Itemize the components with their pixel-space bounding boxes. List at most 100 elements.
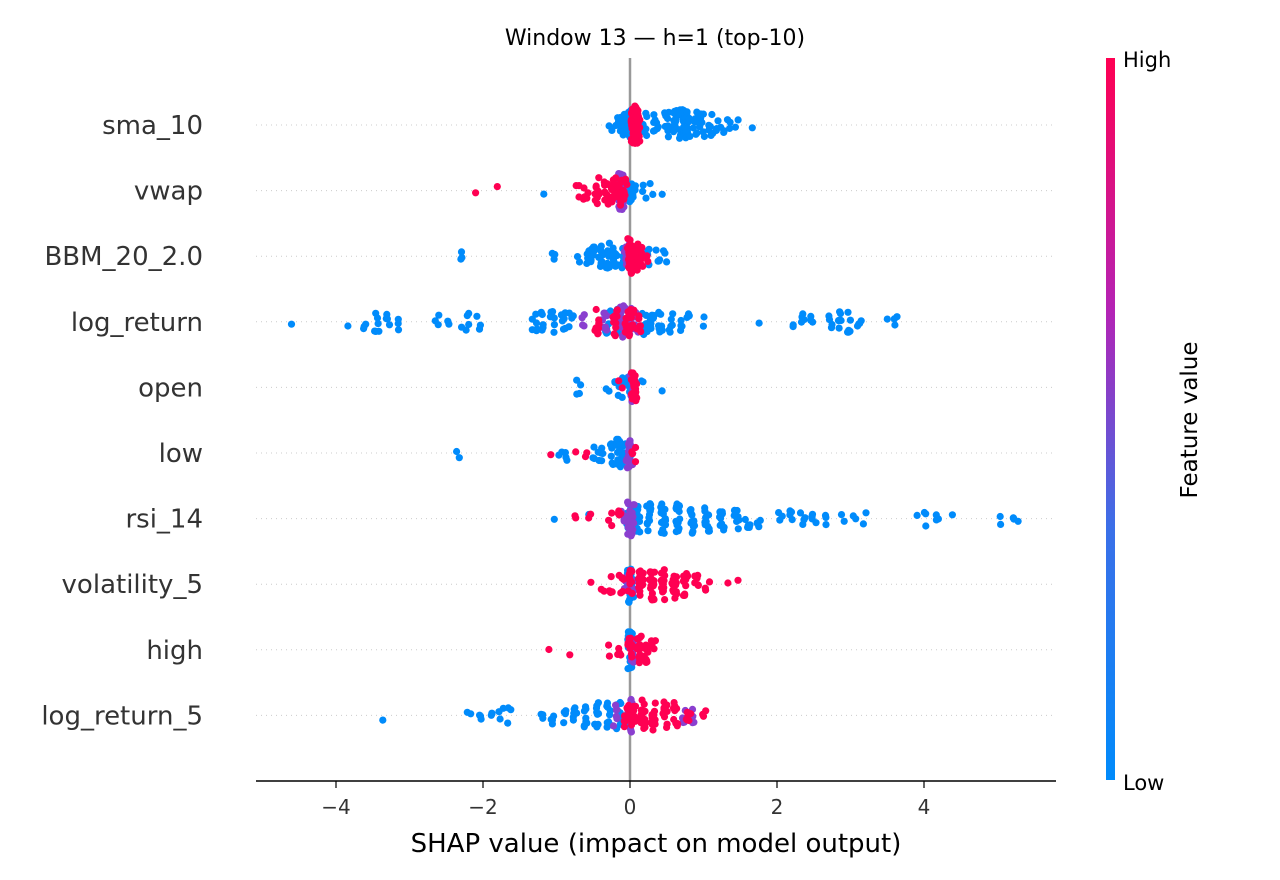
data-point [611, 332, 619, 340]
data-point [561, 449, 570, 457]
data-point [741, 515, 749, 524]
data-point [720, 523, 728, 531]
data-point [663, 258, 671, 266]
data-point [654, 123, 662, 131]
data-point [619, 575, 628, 583]
data-point [657, 503, 665, 511]
data-point [629, 190, 637, 198]
data-point [550, 321, 559, 329]
data-point [569, 312, 577, 320]
data-point [625, 330, 633, 338]
data-point [630, 372, 638, 380]
data-point [635, 517, 644, 526]
data-point [702, 513, 710, 522]
chart-title: Window 13 — h=1 (top-10) [505, 26, 805, 51]
data-point [580, 193, 588, 202]
data-point [612, 174, 620, 182]
data-point [846, 316, 855, 324]
data-point [608, 522, 616, 530]
data-point [382, 315, 390, 323]
data-point [627, 721, 636, 729]
data-point [726, 118, 734, 126]
data-point [693, 574, 701, 582]
data-point [651, 637, 660, 645]
data-point [840, 517, 848, 525]
data-point [458, 254, 466, 262]
data-point [528, 315, 536, 323]
data-point [622, 177, 630, 185]
data-point [700, 313, 708, 321]
data-point [997, 520, 1005, 529]
data-point [601, 189, 610, 197]
data-point [607, 440, 615, 448]
data-point [625, 572, 634, 580]
data-point [857, 317, 865, 325]
data-point [595, 174, 603, 182]
data-point [646, 316, 654, 324]
data-point [636, 322, 644, 330]
data-point [594, 448, 602, 456]
data-point [496, 715, 504, 723]
x-axis-label: SHAP value (impact on model output) [411, 829, 902, 859]
data-point [580, 184, 588, 192]
data-point [594, 720, 602, 729]
data-point [600, 587, 608, 595]
data-point [862, 509, 870, 517]
data-point [615, 649, 624, 657]
data-point [583, 449, 591, 457]
data-point [677, 316, 685, 325]
data-point [734, 576, 742, 584]
data-point [647, 501, 655, 509]
data-point [582, 705, 590, 713]
data-point [630, 501, 638, 509]
feature-label: log_return [71, 308, 203, 338]
data-point [374, 320, 382, 328]
data-point [582, 717, 590, 726]
data-point [642, 311, 650, 319]
data-point [694, 581, 702, 589]
data-point [716, 513, 724, 521]
data-point [669, 310, 677, 318]
data-point [431, 317, 439, 325]
data-point [587, 578, 595, 586]
data-point [643, 643, 651, 652]
data-point [605, 652, 614, 660]
data-point [714, 117, 722, 125]
data-point [626, 524, 634, 532]
data-point [550, 515, 558, 523]
data-point [631, 713, 639, 721]
data-point [647, 568, 656, 576]
data-point [594, 187, 602, 195]
data-point [620, 717, 628, 725]
data-point [701, 521, 709, 529]
data-point [651, 699, 659, 707]
data-point [996, 512, 1004, 521]
data-point [708, 110, 716, 119]
x-tick-label: 0 [624, 795, 637, 819]
data-point [890, 315, 898, 323]
data-point [636, 591, 644, 599]
data-point [704, 527, 713, 535]
data-point [613, 706, 621, 714]
data-point [643, 252, 651, 260]
data-point [467, 710, 475, 718]
data-point [649, 190, 657, 198]
data-point [699, 128, 707, 136]
x-tick-label: 4 [918, 795, 931, 819]
data-point [639, 378, 647, 386]
data-point [639, 187, 647, 195]
data-point [658, 584, 666, 592]
data-point [594, 699, 603, 707]
data-point [667, 315, 675, 323]
data-point [827, 324, 836, 332]
feature-label: open [138, 373, 203, 403]
data-point [669, 588, 678, 596]
data-point [560, 719, 568, 727]
data-point [539, 321, 547, 329]
data-point [674, 518, 682, 527]
data-point [598, 457, 606, 465]
data-point [627, 313, 636, 322]
feature-label: rsi_14 [125, 505, 203, 535]
data-point [705, 578, 714, 586]
